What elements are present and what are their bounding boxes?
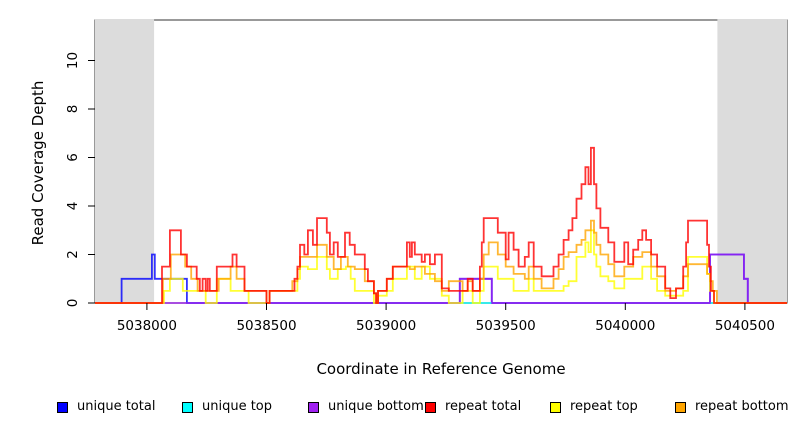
- y-axis-title: Read Coverage Depth: [29, 80, 47, 246]
- legend-item-unique-bottom: unique bottom: [308, 398, 424, 416]
- coverage-step-lines: [95, 146, 787, 304]
- x-axis-title: Coordinate in Reference Genome: [316, 360, 566, 378]
- y-tick-label: 8: [65, 105, 81, 114]
- y-tick-label: 4: [65, 202, 81, 211]
- legend-label: unique top: [202, 399, 273, 414]
- legend-label: repeat total: [445, 399, 522, 414]
- legend-swatch-icon: [182, 401, 193, 413]
- legend-label: unique total: [77, 399, 156, 414]
- x-tick-label: 5039500: [476, 318, 536, 334]
- y-tick-label: 2: [65, 250, 81, 259]
- y-tick-label: 10: [65, 52, 81, 69]
- axis-ticks-and-labels: 5038000 5038500 5039000 5039500 5040000 50405…: [65, 52, 775, 334]
- x-tick-label: 5038000: [117, 318, 177, 334]
- x-tick-label: 5040000: [595, 318, 655, 334]
- legend-item-repeat-bottom: repeat bottom: [675, 398, 789, 416]
- legend: unique total unique top unique bottom repea…: [0, 398, 792, 420]
- legend-label: repeat bottom: [695, 399, 789, 414]
- series-repeat-total: [95, 146, 787, 304]
- legend-item-repeat-top: repeat top: [550, 398, 638, 416]
- x-tick-label: 5040500: [715, 318, 775, 334]
- legend-swatch-icon: [425, 401, 436, 413]
- legend-item-repeat-total: repeat total: [425, 398, 521, 416]
- legend-swatch-icon: [57, 401, 68, 413]
- legend-item-unique-total: unique total: [57, 398, 155, 416]
- y-tick-label: 6: [65, 153, 81, 162]
- x-tick-label: 5039000: [356, 318, 416, 334]
- legend-swatch-icon: [308, 401, 319, 413]
- legend-swatch-icon: [675, 401, 686, 413]
- legend-label: repeat top: [570, 399, 638, 414]
- series-repeat-top: [95, 229, 787, 304]
- x-tick-label: 5038500: [236, 318, 296, 334]
- legend-swatch-icon: [550, 401, 561, 413]
- legend-item-unique-top: unique top: [182, 398, 272, 416]
- y-tick-label: 0: [65, 299, 81, 308]
- legend-label: unique bottom: [328, 399, 424, 414]
